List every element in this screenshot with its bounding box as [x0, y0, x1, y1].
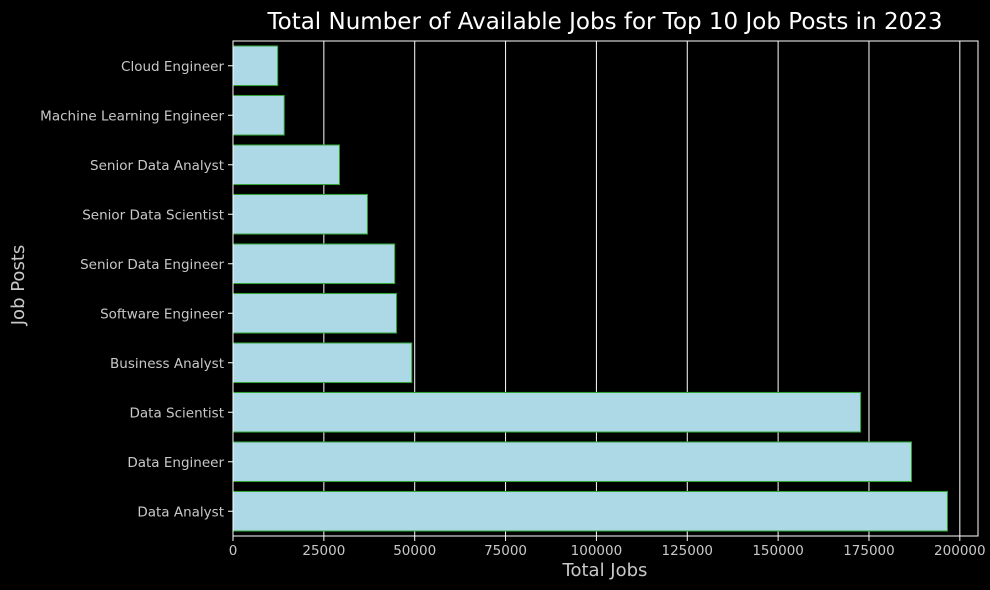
bar-layer [232, 45, 948, 532]
bar [232, 490, 948, 532]
bar [232, 193, 368, 235]
y-tick-label: Business Analyst [110, 356, 224, 372]
bar [232, 342, 413, 384]
bar [232, 243, 396, 285]
axes-frame [232, 40, 979, 537]
x-tick-label: 200000 [934, 543, 986, 559]
y-tick-layer: Data Analyst Data Engineer Data Scientist B… [40, 59, 233, 520]
y-tick-label: Machine Learning Engineer [40, 108, 224, 124]
x-tick-label: 75000 [484, 543, 527, 559]
bar [232, 391, 862, 433]
y-tick-label: Senior Data Scientist [82, 207, 224, 223]
y-tick-label: Data Engineer [127, 455, 224, 471]
x-axis-label: Total Jobs [562, 560, 648, 581]
y-tick-label: Cloud Engineer [121, 59, 224, 75]
x-tick-layer: 0 25000 50000 75000 100000 125000 150000 175000… [229, 536, 986, 559]
y-tick-label: Data Scientist [130, 405, 225, 421]
bar [232, 144, 340, 186]
bar [232, 94, 285, 136]
bar [232, 441, 912, 483]
x-tick-label: 175000 [843, 543, 895, 559]
x-tick-label: 25000 [302, 543, 345, 559]
y-tick-label: Senior Data Analyst [90, 158, 224, 174]
x-tick-label: 50000 [393, 543, 436, 559]
x-tick-label: 0 [229, 543, 238, 559]
chart-title: Total Number of Available Jobs for Top 1… [266, 9, 942, 35]
x-tick-label: 150000 [752, 543, 804, 559]
x-tick-label: 100000 [571, 543, 623, 559]
bar [232, 292, 398, 334]
x-tick-label: 125000 [661, 543, 713, 559]
axes-layer [232, 40, 979, 537]
y-tick-label: Software Engineer [100, 306, 224, 322]
bar [232, 45, 279, 87]
y-axis-label: Job Posts [8, 245, 29, 327]
y-tick-label: Senior Data Engineer [80, 257, 224, 273]
y-tick-label: Data Analyst [137, 504, 224, 520]
